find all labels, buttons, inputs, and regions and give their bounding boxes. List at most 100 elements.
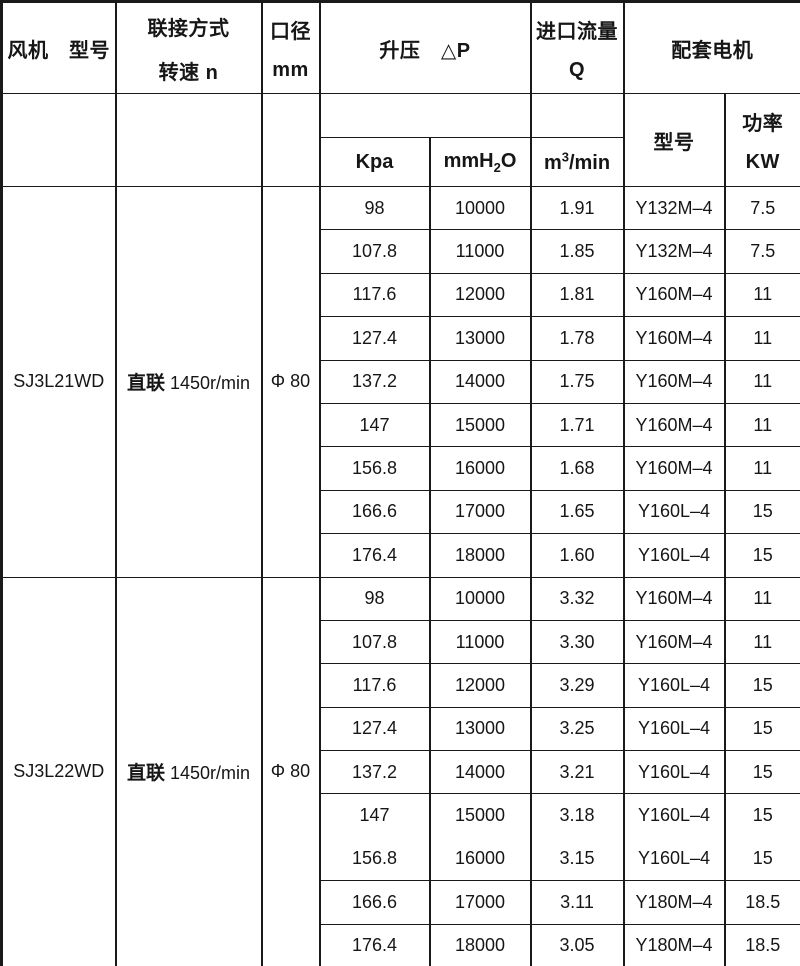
flow-cell: 3.21 bbox=[529, 750, 625, 795]
kpa-cell: 156.8 bbox=[318, 446, 431, 491]
flow-cell: 1.78 bbox=[529, 316, 625, 361]
empty-cell bbox=[114, 93, 263, 187]
motor-model-cell: Y160M–4 bbox=[622, 359, 726, 404]
flow-cell: 3.15 bbox=[529, 837, 625, 882]
mmh2o-cell: 12000 bbox=[428, 663, 532, 708]
motor-model-cell: Y160M–4 bbox=[622, 619, 726, 665]
flow-cell: 1.85 bbox=[529, 229, 625, 274]
flow-cell: 1.81 bbox=[529, 272, 625, 318]
motor-model-cell: Y160L–4 bbox=[622, 663, 726, 708]
fan-model-cell: SJ3L22WD bbox=[0, 576, 117, 966]
drive-rpm-text: 1450r/min bbox=[164, 373, 251, 394]
kpa-cell: 137.2 bbox=[318, 359, 431, 404]
flow-cell: 3.29 bbox=[529, 663, 625, 708]
flow-cell: 3.25 bbox=[529, 706, 625, 752]
col-header-flow-unit: m3/min bbox=[529, 137, 625, 187]
col-header-diameter: 口径 mm bbox=[260, 1, 321, 94]
flow-cell: 1.68 bbox=[529, 446, 625, 491]
kpa-cell: 117.6 bbox=[318, 663, 431, 708]
flow-label-line1: 进口流量 bbox=[536, 20, 619, 43]
kpa-cell: 98 bbox=[318, 185, 431, 231]
power-cell: 11 bbox=[723, 619, 800, 665]
power-cell: 11 bbox=[723, 446, 800, 491]
motor-model-cell: Y160M–4 bbox=[622, 576, 726, 621]
mmh2o-cell: 16000 bbox=[428, 837, 532, 882]
col-header-flow: 进口流量 Q bbox=[529, 1, 625, 94]
pressure-label: 升压 △P bbox=[379, 39, 471, 62]
spec-row: 176.4 18000 1.60 Y160L–4 15 bbox=[2, 533, 800, 578]
motor-model-cell: Y180M–4 bbox=[622, 923, 726, 966]
motor-model-cell: Y132M–4 bbox=[622, 229, 726, 274]
flow-cell: 1.65 bbox=[529, 489, 625, 535]
mmh2o-cell: 11000 bbox=[428, 229, 532, 274]
col-header-pressure: 升压 △P bbox=[318, 1, 532, 94]
kpa-cell: 156.8 bbox=[318, 837, 431, 882]
kpa-cell: 166.6 bbox=[318, 880, 431, 925]
motor-model-cell: Y160L–4 bbox=[622, 837, 726, 882]
kpa-cell: 166.6 bbox=[318, 489, 431, 535]
fan-model-cell: SJ3L21WD bbox=[0, 186, 117, 578]
drive-type-text: 直联 bbox=[126, 763, 165, 785]
spec-row: 166.6 17000 3.11 Y180M–4 18.5 bbox=[2, 880, 800, 925]
power-cell: 15 bbox=[723, 837, 800, 882]
mmh2o-cell: 17000 bbox=[428, 880, 532, 925]
kpa-cell: 107.8 bbox=[318, 619, 431, 665]
mmh2o-cell: 17000 bbox=[428, 489, 532, 535]
mmh2o-cell: 11000 bbox=[428, 619, 532, 665]
power-cell: 11 bbox=[723, 359, 800, 404]
spec-row: 147 15000 1.71 Y160M–4 11 bbox=[2, 402, 800, 448]
empty-cell bbox=[318, 93, 532, 138]
motor-model-cell: Y160L–4 bbox=[622, 793, 726, 838]
diameter-label-line1: 口径 bbox=[270, 20, 311, 43]
motor-model-cell: Y160M–4 bbox=[622, 446, 726, 491]
connection-label-line2: 转速 n bbox=[158, 61, 219, 84]
spec-row: 127.4 13000 3.25 Y160L–4 15 bbox=[2, 706, 800, 752]
motor-model-cell: Y160M–4 bbox=[622, 402, 726, 448]
mmh2o-cell: 16000 bbox=[428, 446, 532, 491]
power-cell: 18.5 bbox=[723, 880, 800, 925]
col-header-mmh2o: mmH2O bbox=[428, 137, 532, 187]
col-header-kpa: Kpa bbox=[318, 137, 431, 187]
kpa-cell: 137.2 bbox=[318, 750, 431, 795]
kpa-cell: 127.4 bbox=[318, 316, 431, 361]
motor-label: 配套电机 bbox=[671, 39, 754, 62]
kpa-cell: 117.6 bbox=[318, 272, 431, 318]
power-cell: 18.5 bbox=[723, 923, 800, 966]
flow-cell: 3.32 bbox=[529, 576, 625, 621]
empty-cell bbox=[260, 93, 321, 187]
kpa-cell: 176.4 bbox=[318, 923, 431, 966]
col-header-motor: 配套电机 bbox=[622, 1, 800, 94]
flow-cell: 1.75 bbox=[529, 359, 625, 404]
mmh2o-cell: 12000 bbox=[428, 272, 532, 318]
col-header-motor-model: 型号 bbox=[622, 93, 726, 187]
diameter-cell: Φ 80 bbox=[260, 186, 321, 578]
spec-row: 117.6 12000 1.81 Y160M–4 11 bbox=[2, 272, 800, 318]
flow-label-line2: Q bbox=[568, 58, 586, 81]
spec-row: 156.8 16000 1.68 Y160M–4 11 bbox=[2, 446, 800, 491]
motor-model-cell: Y160M–4 bbox=[622, 272, 726, 318]
kpa-cell: 176.4 bbox=[318, 533, 431, 578]
connection-label-line1: 联接方式 bbox=[147, 17, 230, 40]
power-cell: 11 bbox=[723, 576, 800, 621]
mmh2o-unit-label: mmH2O bbox=[443, 149, 517, 175]
power-cell: 15 bbox=[723, 533, 800, 578]
motor-model-cell: Y160L–4 bbox=[622, 533, 726, 578]
drive-speed-cell: 直联 1450r/min bbox=[114, 576, 263, 966]
spec-row: SJ3L22WD 直联 1450r/min Φ 80 98 10000 3.32 Y160M… bbox=[0, 576, 800, 966]
flow-cell: 3.11 bbox=[529, 880, 625, 925]
power-cell: 11 bbox=[723, 316, 800, 361]
flow-cell: 3.05 bbox=[529, 923, 625, 966]
kpa-cell: 107.8 bbox=[318, 229, 431, 274]
power-cell: 11 bbox=[723, 272, 800, 318]
col-header-connection: 联接方式 转速 n bbox=[114, 1, 263, 94]
drive-speed-cell: 直联 1450r/min bbox=[114, 186, 263, 578]
mmh2o-cell: 13000 bbox=[428, 706, 532, 752]
drive-rpm-text: 1450r/min bbox=[164, 763, 251, 784]
flow-cell: 1.91 bbox=[529, 185, 625, 231]
mmh2o-cell: 15000 bbox=[428, 793, 532, 838]
spec-row: 156.8 16000 3.15 Y160L–4 15 bbox=[2, 837, 800, 882]
fan-model-label: 风机 型号 bbox=[7, 39, 110, 62]
motor-model-cell: Y132M–4 bbox=[622, 185, 726, 231]
power-label-line1: 功率 bbox=[742, 112, 784, 135]
mmh2o-cell: 18000 bbox=[428, 533, 532, 578]
